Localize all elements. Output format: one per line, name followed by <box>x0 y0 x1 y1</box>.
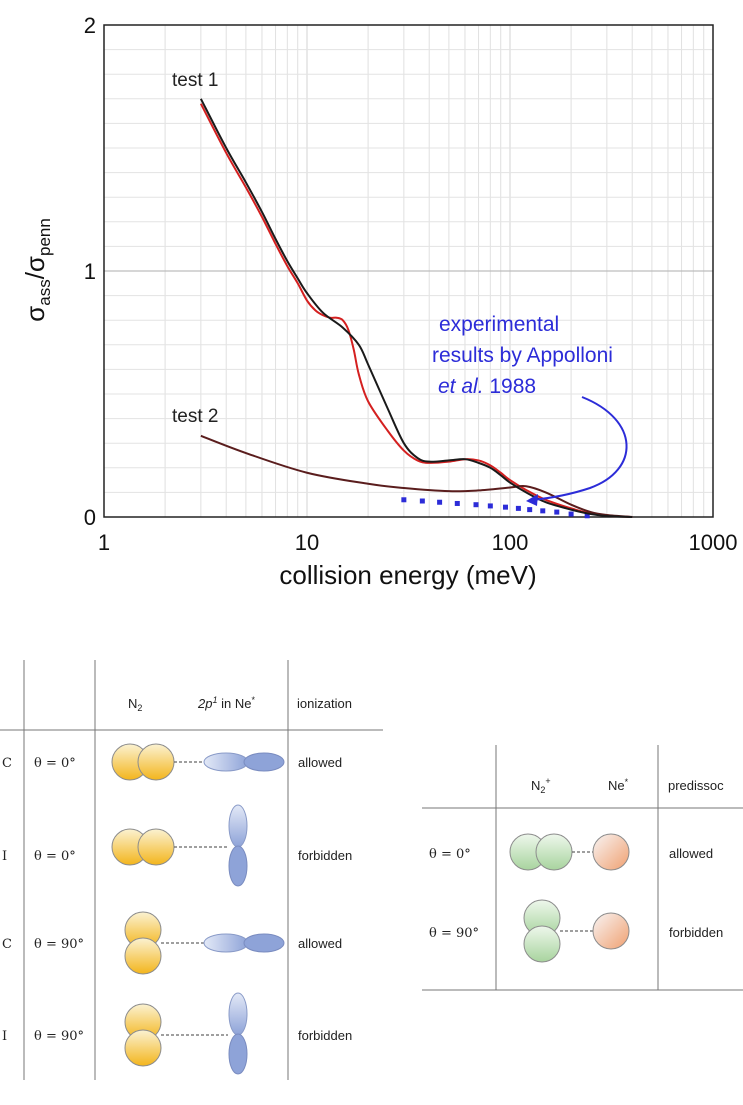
series-label-test2: test 2 <box>172 406 218 427</box>
p-orbital-horizontal-icon <box>203 933 285 953</box>
n2-molecule-vertical-icon <box>124 911 162 975</box>
data-point-experimental <box>584 513 590 519</box>
n2-molecule-vertical-icon <box>124 1003 162 1067</box>
data-point-experimental <box>515 505 521 511</box>
p-orbital-vertical-icon <box>228 804 248 887</box>
row-mark: I <box>2 849 7 864</box>
table-left-header-result: ionization <box>297 696 352 711</box>
n2-ion-molecule-icon <box>509 833 573 871</box>
table-right-header-atom: Ne* <box>608 777 629 793</box>
n2-molecule-icon <box>111 828 175 866</box>
row-angle: θ = 90° <box>34 1029 84 1044</box>
data-point-experimental <box>454 500 460 506</box>
y-tick-label: 2 <box>84 13 96 38</box>
annotation-arrowhead <box>526 494 538 506</box>
row-angle: θ = 0° <box>34 756 76 771</box>
table-right-header-result: predissoc <box>668 778 724 793</box>
p-orbital-horizontal-icon <box>203 752 285 772</box>
data-point-experimental <box>437 499 443 505</box>
data-point-experimental <box>568 511 574 517</box>
row-result: allowed <box>669 846 713 861</box>
row-angle: θ = 0° <box>34 849 76 864</box>
p-orbital-vertical-icon <box>228 992 248 1075</box>
row-result: forbidden <box>669 925 723 940</box>
series-line-test2 <box>200 434 633 518</box>
data-point-experimental <box>554 509 560 515</box>
series-label-test1: test 1 <box>172 70 218 91</box>
table-left-header-molecule: N2 <box>128 696 142 713</box>
series-line-test1-red <box>199 103 633 518</box>
annotation-experimental-line3: et al. 1988 <box>438 375 536 398</box>
row-result: allowed <box>298 755 342 770</box>
row-result: allowed <box>298 936 342 951</box>
table-left-header-orbital: 2p1 in Ne* <box>197 695 255 711</box>
annotation-experimental-line2: results by Appolloni <box>432 344 613 367</box>
series-layer <box>199 98 633 519</box>
n2-molecule-icon <box>111 743 175 781</box>
row-angle: θ = 0° <box>429 847 471 862</box>
n2-ion-molecule-vertical-icon <box>523 899 561 963</box>
data-point-experimental <box>487 503 493 509</box>
row-angle: θ = 90° <box>34 937 84 952</box>
table-right: N2+ Ne* predissoc θ = 0° allowed θ = 90°… <box>422 745 743 991</box>
x-tick-label: 1000 <box>689 530 738 555</box>
row-result: forbidden <box>298 848 352 863</box>
chart-grid <box>104 25 713 517</box>
table-left: N2 2p1 in Ne* ionization C θ = 0° allowe… <box>0 660 383 1080</box>
row-angle: θ = 90° <box>429 926 479 941</box>
table-right-header-molecule: N2+ <box>531 776 551 795</box>
x-tick-label: 10 <box>295 530 319 555</box>
data-point-experimental <box>502 504 508 510</box>
data-point-experimental <box>419 498 425 504</box>
series-line-test1-black <box>199 98 633 518</box>
y-axis-label: σass/σpenn <box>20 218 54 322</box>
plot-frame <box>103 24 714 518</box>
data-point-experimental <box>540 508 546 514</box>
y-tick-label: 1 <box>84 259 96 284</box>
ne-atom-icon <box>592 912 630 950</box>
x-axis-label: collision energy (meV) <box>279 560 536 590</box>
data-point-experimental <box>401 497 407 503</box>
annotation-arrow <box>531 396 628 501</box>
row-result: forbidden <box>298 1028 352 1043</box>
x-tick-label: 100 <box>492 530 529 555</box>
y-tick-label: 0 <box>84 505 96 530</box>
row-mark: C <box>2 937 12 952</box>
data-point-experimental <box>527 507 533 513</box>
row-mark: I <box>2 1029 7 1044</box>
ne-atom-icon <box>592 833 630 871</box>
x-tick-label: 1 <box>98 530 110 555</box>
row-mark: C <box>2 756 12 771</box>
annotation-experimental-line1: experimental <box>439 313 559 336</box>
data-point-experimental <box>473 502 479 508</box>
